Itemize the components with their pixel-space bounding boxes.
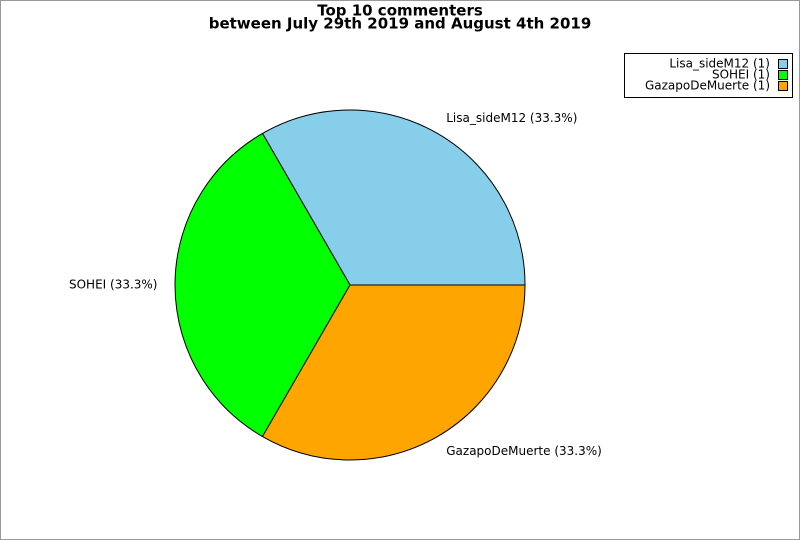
chart-subtitle: between July 29th 2019 and August 4th 20… xyxy=(209,15,592,33)
slice-label: Lisa_sideM12 (33.3%) xyxy=(446,111,577,125)
chart-title: Top 10 commenters xyxy=(317,2,483,20)
legend-label: GazapoDeMuerte (1) xyxy=(645,79,770,93)
legend-swatch xyxy=(778,59,788,69)
legend-label: Lisa_sideM12 (1) xyxy=(669,57,770,71)
slice-label: SOHEI (33.3%) xyxy=(69,278,158,292)
pie-slice xyxy=(261,284,526,461)
slice-label: GazapoDeMuerte (33.3%) xyxy=(446,444,602,458)
pie-slice xyxy=(174,132,351,438)
pie-slice xyxy=(261,109,526,286)
legend-swatch xyxy=(778,70,788,80)
legend-box xyxy=(624,53,793,98)
legend-swatch xyxy=(778,81,788,91)
legend-label: SOHEI (1) xyxy=(712,68,770,82)
